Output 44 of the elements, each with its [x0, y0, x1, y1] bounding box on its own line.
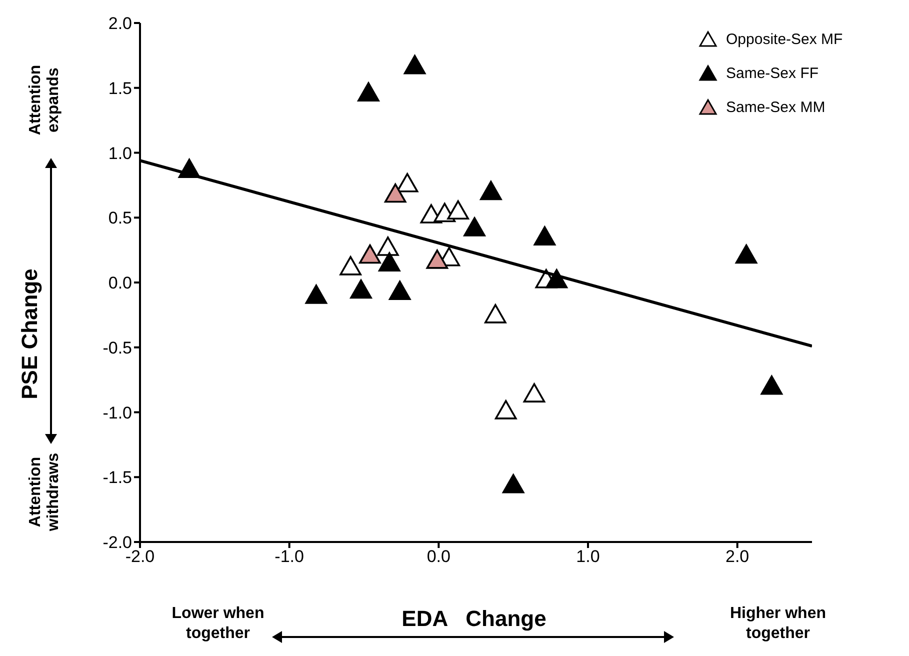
point: [502, 474, 524, 494]
text: Lower when together: [170, 604, 266, 644]
point: [523, 383, 546, 402]
y-tick-label: 0.0: [108, 274, 132, 293]
point: [404, 54, 426, 74]
y-tick-label: 1.5: [108, 78, 132, 98]
point: [340, 256, 362, 276]
y-tick-label: 1.0: [108, 144, 132, 163]
point: [305, 284, 328, 304]
point: [359, 244, 381, 264]
y-axis-title: PSE Change: [17, 268, 43, 400]
point: [350, 279, 372, 299]
y-tick-label: -0.5: [102, 338, 132, 358]
legend-label: Opposite-Sex MF: [726, 30, 843, 48]
point: [546, 269, 568, 288]
point: [735, 244, 758, 264]
point: [534, 226, 556, 246]
point: [464, 217, 486, 236]
point: [358, 82, 380, 102]
x-axis-title: EDA Change: [402, 606, 546, 632]
x-tick-label: 2.0: [726, 547, 750, 566]
point: [760, 375, 783, 395]
x-tick-label: 0.0: [426, 547, 450, 566]
y-tick-label: 2.0: [108, 14, 132, 34]
legend-label: Same-Sex MM: [726, 98, 826, 116]
y-tick-label: 0.5: [108, 208, 132, 228]
point: [378, 252, 400, 272]
point: [376, 236, 399, 256]
point: [384, 183, 406, 203]
point: [480, 180, 502, 200]
text: Higher when together: [728, 604, 827, 644]
point: [426, 250, 448, 269]
point: [388, 280, 411, 300]
y-tick-label: -1.5: [102, 468, 132, 488]
text: Attention expands: [27, 64, 63, 138]
x-tick-label: 1.0: [576, 547, 600, 566]
point: [447, 200, 469, 220]
point: [484, 304, 506, 324]
point: [396, 172, 418, 192]
legend-label: Same-Sex FF: [726, 64, 819, 82]
y-tick-label: -1.0: [102, 403, 132, 422]
point: [494, 400, 517, 420]
x-tick-label: -1.0: [274, 547, 304, 566]
text: Attention withdraws: [27, 452, 63, 534]
